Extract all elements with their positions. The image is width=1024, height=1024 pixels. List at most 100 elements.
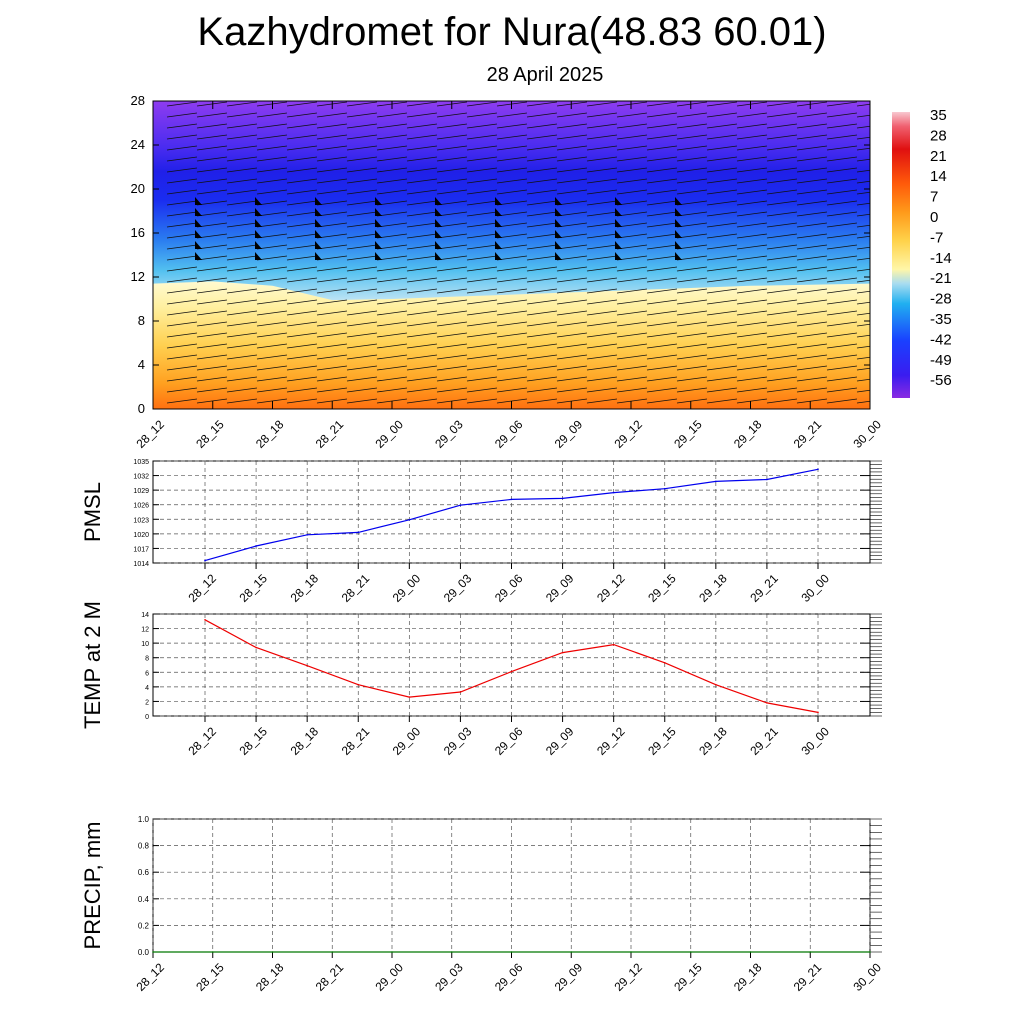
- wind-barb: [436, 112, 468, 118]
- wind-barb: [796, 376, 828, 382]
- wind-barb: [676, 398, 708, 404]
- wind-barb: [706, 310, 738, 316]
- wind-barb: [496, 255, 528, 261]
- wind-barb: [646, 156, 678, 162]
- wind-barb: [286, 398, 318, 404]
- wind-barb: [706, 211, 738, 217]
- heatmap-panel: 0 4 8 12 16 20 24 28 28_12 28_15 28_18 28_21 29_00 2…: [131, 93, 885, 451]
- wind-barb: [376, 255, 408, 261]
- wind-barb: [316, 222, 348, 228]
- wind-pennant: [555, 208, 562, 216]
- wind-barb: [466, 112, 498, 118]
- data-point: [459, 504, 462, 507]
- wind-barb: [316, 321, 348, 327]
- wind-barb: [586, 189, 618, 195]
- wind-barb: [766, 365, 798, 371]
- wind-barb: [436, 222, 468, 228]
- wind-barb: [166, 167, 198, 173]
- ytick-label: 1029: [133, 488, 149, 495]
- data-point: [510, 498, 513, 501]
- wind-barb: [346, 222, 378, 228]
- wind-barb: [226, 255, 258, 261]
- wind-barb: [676, 365, 708, 371]
- wind-barb: [226, 189, 258, 195]
- wind-barb: [436, 332, 468, 338]
- wind-pennant: [675, 208, 682, 216]
- wind-barb: [256, 123, 288, 129]
- wind-barb: [436, 211, 468, 217]
- wind-pennant: [675, 197, 682, 205]
- wind-barb: [166, 277, 198, 283]
- heatmap-xtick-label: 29_03: [432, 417, 466, 451]
- wind-barb: [346, 200, 378, 206]
- ytick-label: 0.0: [138, 948, 150, 957]
- wind-barb: [286, 288, 318, 294]
- wind-barb: [226, 211, 258, 217]
- colorbar-label: -21: [930, 270, 952, 287]
- wind-barb: [196, 299, 228, 305]
- wind-barb: [706, 145, 738, 151]
- wind-barb: [766, 211, 798, 217]
- wind-pennant: [375, 219, 382, 227]
- wind-barb: [796, 288, 828, 294]
- wind-barb: [376, 178, 408, 184]
- wind-barb: [256, 376, 288, 382]
- wind-barb: [856, 180, 870, 184]
- wind-barb: [316, 145, 348, 151]
- wind-barb: [406, 343, 438, 349]
- wind-barb: [166, 156, 198, 162]
- wind-barb: [826, 365, 858, 371]
- wind-barb: [796, 321, 828, 327]
- heatmap-xtick-label: 29_09: [552, 417, 586, 451]
- wind-barb: [706, 101, 738, 107]
- wind-pennant: [315, 208, 322, 216]
- wind-barb: [526, 387, 558, 393]
- wind-barb: [166, 332, 198, 338]
- wind-barb: [616, 255, 648, 261]
- wind-barb: [496, 376, 528, 382]
- wind-barb: [316, 244, 348, 250]
- wind-barb: [586, 332, 618, 338]
- wind-barb: [556, 156, 588, 162]
- data-point: [408, 696, 411, 698]
- wind-barb: [196, 332, 228, 338]
- wind-barb: [826, 211, 858, 217]
- heatmap-ytick-label: 16: [131, 225, 145, 240]
- precip-panel: 0.0 0.2 0.4 0.6 0.8 1.0 28_12 28_15 28_18 28_21 29…: [80, 815, 884, 994]
- xtick-label: 28_12: [185, 724, 219, 758]
- wind-barb: [706, 365, 738, 371]
- wind-barb: [466, 101, 498, 107]
- wind-barb: [376, 310, 408, 316]
- wind-barb: [346, 145, 378, 151]
- heatmap-ytick-label: 12: [131, 269, 145, 284]
- wind-barb: [346, 266, 378, 272]
- wind-barb: [646, 343, 678, 349]
- wind-barb: [796, 365, 828, 371]
- wind-barb: [526, 244, 558, 250]
- wind-barb: [466, 178, 498, 184]
- wind-barb: [676, 101, 708, 107]
- wind-barb: [496, 277, 528, 283]
- wind-barb: [736, 156, 768, 162]
- wind-pennant: [435, 230, 442, 238]
- wind-barb: [286, 299, 318, 305]
- wind-barb: [766, 156, 798, 162]
- data-point: [357, 683, 360, 686]
- wind-barb: [196, 288, 228, 294]
- wind-barb: [346, 310, 378, 316]
- wind-barb: [676, 189, 708, 195]
- wind-barb: [226, 321, 258, 327]
- data-point: [459, 691, 462, 693]
- wind-barb: [826, 134, 858, 140]
- wind-barb: [256, 211, 288, 217]
- wind-barb: [586, 354, 618, 360]
- wind-barb: [226, 354, 258, 360]
- wind-barb: [856, 323, 870, 327]
- wind-barb: [556, 310, 588, 316]
- wind-barb: [676, 277, 708, 283]
- ytick-label: 8: [145, 656, 149, 663]
- xtick-label: 29_21: [747, 571, 781, 605]
- wind-pennant: [615, 241, 622, 249]
- wind-barb: [526, 343, 558, 349]
- wind-barb: [526, 112, 558, 118]
